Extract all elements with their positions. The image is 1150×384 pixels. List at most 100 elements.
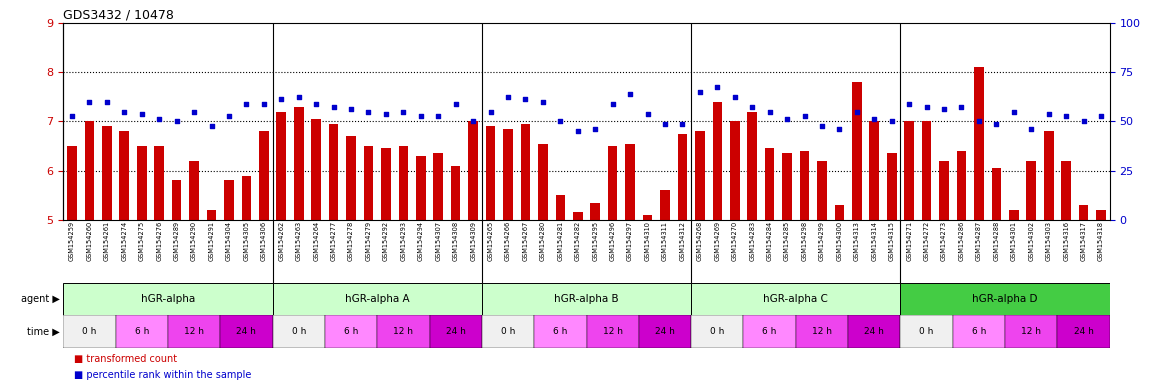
Bar xyxy=(869,121,879,220)
Bar xyxy=(799,151,810,220)
Point xyxy=(132,111,151,117)
Text: GSM154317: GSM154317 xyxy=(1081,221,1087,261)
Point xyxy=(935,106,953,112)
Point xyxy=(796,113,814,119)
Text: GSM154280: GSM154280 xyxy=(539,221,546,261)
Text: 0 h: 0 h xyxy=(501,327,515,336)
Bar xyxy=(1027,161,1036,220)
Point xyxy=(202,123,221,129)
Point xyxy=(777,116,796,122)
Bar xyxy=(504,129,513,220)
Bar xyxy=(782,153,792,220)
Text: GSM154286: GSM154286 xyxy=(958,221,965,261)
Text: GSM154299: GSM154299 xyxy=(819,221,825,261)
Text: GSM154306: GSM154306 xyxy=(261,221,267,261)
Text: GSM154277: GSM154277 xyxy=(330,221,337,261)
Bar xyxy=(1005,315,1058,348)
Point xyxy=(969,118,988,124)
Bar xyxy=(555,195,565,220)
Bar xyxy=(377,315,430,348)
Bar xyxy=(713,102,722,220)
Text: GSM154296: GSM154296 xyxy=(610,221,615,261)
Bar xyxy=(346,136,355,220)
Text: GSM154282: GSM154282 xyxy=(575,221,581,261)
Point xyxy=(726,94,744,100)
Point xyxy=(691,89,710,95)
Bar xyxy=(952,315,1005,348)
Bar xyxy=(573,212,583,220)
Point xyxy=(987,121,1005,127)
Text: hGR-alpha B: hGR-alpha B xyxy=(554,294,619,304)
Text: 24 h: 24 h xyxy=(656,327,675,336)
Bar xyxy=(207,210,216,220)
Bar xyxy=(730,121,739,220)
Bar xyxy=(608,146,618,220)
Text: 0 h: 0 h xyxy=(711,327,724,336)
Text: 6 h: 6 h xyxy=(762,327,777,336)
Point xyxy=(429,113,447,119)
Bar xyxy=(590,202,600,220)
Text: 0 h: 0 h xyxy=(920,327,934,336)
Point xyxy=(412,113,430,119)
Point xyxy=(1022,126,1041,132)
Point xyxy=(115,109,133,115)
Bar xyxy=(538,144,547,220)
Point xyxy=(377,111,396,117)
Text: GSM154294: GSM154294 xyxy=(417,221,424,261)
Text: 24 h: 24 h xyxy=(865,327,884,336)
Bar xyxy=(904,121,914,220)
Point xyxy=(185,109,204,115)
Bar xyxy=(660,190,669,220)
Point xyxy=(1074,118,1092,124)
Text: GSM154301: GSM154301 xyxy=(1011,221,1017,261)
Bar xyxy=(743,315,796,348)
Bar xyxy=(430,315,482,348)
Point xyxy=(882,118,900,124)
Point xyxy=(220,113,238,119)
Point xyxy=(743,104,761,110)
Bar xyxy=(434,153,443,220)
Bar xyxy=(242,175,251,220)
Text: GSM154290: GSM154290 xyxy=(191,221,197,261)
Bar xyxy=(1009,210,1019,220)
Point xyxy=(1005,109,1024,115)
Text: GSM154278: GSM154278 xyxy=(348,221,354,261)
Bar xyxy=(190,161,199,220)
Text: GSM154268: GSM154268 xyxy=(697,221,703,261)
Bar xyxy=(900,315,952,348)
Bar xyxy=(85,121,94,220)
Text: 12 h: 12 h xyxy=(184,327,204,336)
Point xyxy=(254,101,273,107)
Text: GSM154271: GSM154271 xyxy=(906,221,912,261)
Bar xyxy=(273,315,324,348)
Text: GSM154292: GSM154292 xyxy=(383,221,389,261)
Text: GSM154313: GSM154313 xyxy=(853,221,860,261)
Point xyxy=(830,126,849,132)
Point xyxy=(273,96,291,103)
Bar xyxy=(586,315,639,348)
Bar xyxy=(852,82,861,220)
Text: GSM154311: GSM154311 xyxy=(662,221,668,261)
Text: GSM154267: GSM154267 xyxy=(522,221,529,261)
Bar xyxy=(521,124,530,220)
Bar xyxy=(168,315,220,348)
Text: GSM154315: GSM154315 xyxy=(889,221,895,261)
Text: GSM154262: GSM154262 xyxy=(278,221,284,261)
Bar xyxy=(974,67,983,220)
Bar xyxy=(849,315,900,348)
Text: GSM154293: GSM154293 xyxy=(400,221,406,261)
Bar xyxy=(639,315,691,348)
Bar xyxy=(765,149,774,220)
Text: 0 h: 0 h xyxy=(83,327,97,336)
Bar xyxy=(102,126,112,220)
Bar xyxy=(329,124,338,220)
Text: GSM154285: GSM154285 xyxy=(784,221,790,261)
Point xyxy=(656,121,674,127)
Point xyxy=(621,91,639,98)
Bar xyxy=(120,131,129,220)
Text: GSM154265: GSM154265 xyxy=(488,221,493,261)
Point xyxy=(499,94,518,100)
Point xyxy=(168,118,186,124)
Bar xyxy=(748,112,757,220)
Point xyxy=(237,101,255,107)
